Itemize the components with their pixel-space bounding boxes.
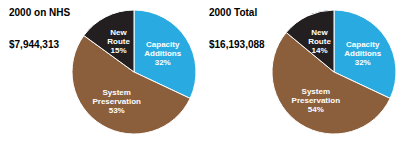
svg-text:New: New (311, 28, 328, 37)
svg-text:Preservation: Preservation (292, 96, 341, 105)
svg-text:Additions: Additions (144, 49, 181, 58)
svg-text:$16,193,088: $16,193,088 (209, 39, 265, 50)
svg-text:Preservation: Preservation (92, 97, 141, 106)
svg-text:Capacity: Capacity (146, 40, 180, 49)
svg-text:32%: 32% (355, 58, 371, 67)
svg-text:14%: 14% (312, 46, 328, 55)
svg-text:2000 Total: 2000 Total (209, 7, 257, 18)
svg-text:15%: 15% (111, 46, 127, 55)
svg-text:54%: 54% (308, 105, 324, 114)
svg-text:Additions: Additions (344, 49, 381, 58)
svg-text:32%: 32% (155, 58, 171, 67)
svg-text:New: New (110, 28, 127, 37)
svg-text:$7,944,313: $7,944,313 (9, 39, 59, 50)
svg-text:2000 on NHS: 2000 on NHS (9, 7, 70, 18)
svg-text:System: System (102, 88, 130, 97)
svg-text:System: System (302, 87, 330, 96)
svg-text:Route: Route (107, 37, 130, 46)
svg-text:Capacity: Capacity (346, 40, 380, 49)
svg-text:Route: Route (308, 37, 331, 46)
svg-text:53%: 53% (109, 106, 125, 115)
